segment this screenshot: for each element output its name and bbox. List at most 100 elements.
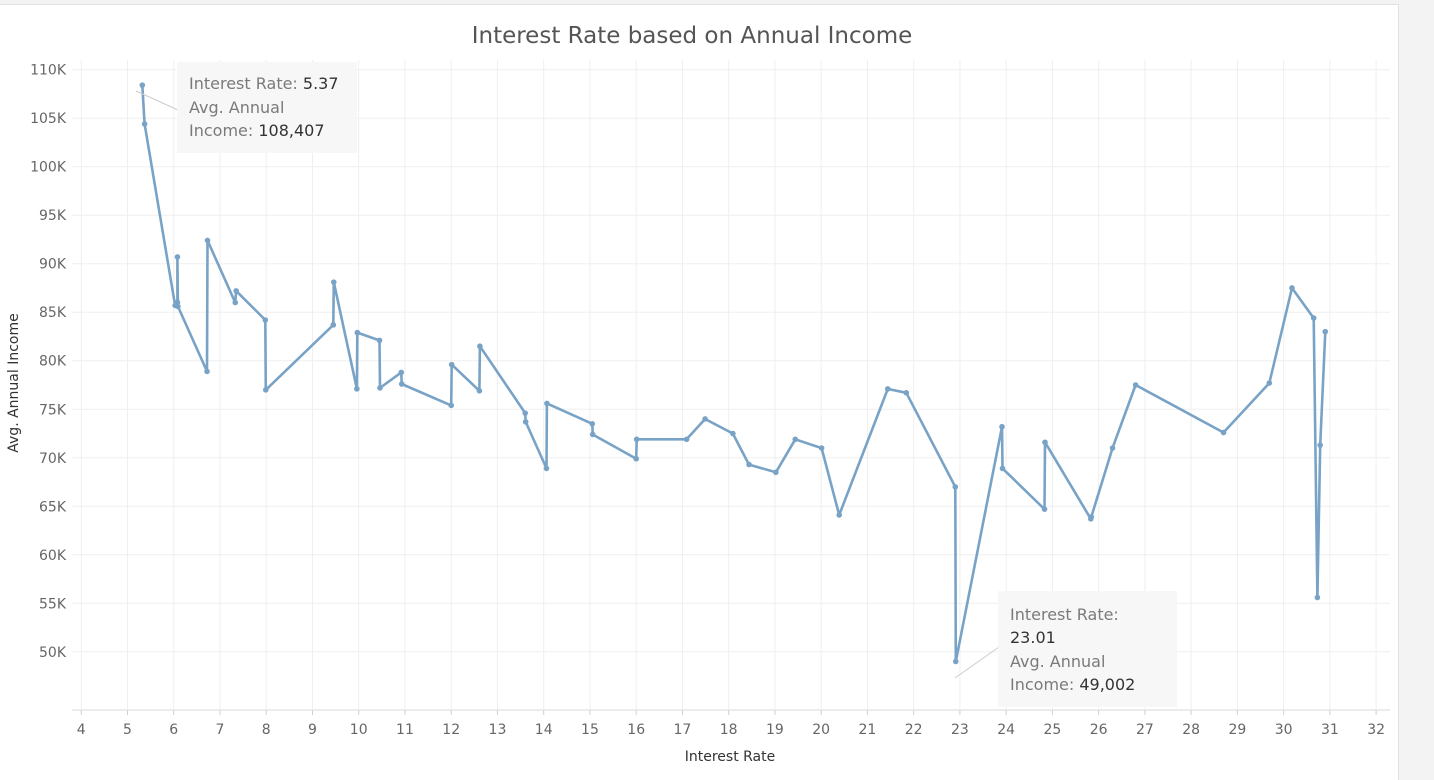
data-point[interactable] bbox=[262, 317, 269, 323]
data-point[interactable] bbox=[1289, 285, 1295, 291]
data-point[interactable] bbox=[1322, 328, 1329, 335]
data-point[interactable] bbox=[1041, 506, 1048, 512]
tooltip-key: Avg. Annual bbox=[189, 98, 284, 117]
data-point[interactable] bbox=[746, 461, 752, 468]
tooltip-min-income: Interest Rate: 23.01 Avg. Annual Income:… bbox=[954, 591, 1177, 707]
x-tick-label: 28 bbox=[1182, 722, 1200, 738]
data-point[interactable] bbox=[398, 369, 405, 376]
data-point[interactable] bbox=[792, 436, 799, 443]
x-tick-label: 11 bbox=[396, 722, 414, 738]
data-point[interactable] bbox=[1314, 594, 1321, 601]
data-point[interactable] bbox=[232, 299, 239, 306]
y-tick-label: 60K bbox=[39, 548, 67, 564]
data-point[interactable] bbox=[683, 436, 690, 443]
x-tick-label: 20 bbox=[812, 722, 830, 738]
data-point[interactable] bbox=[999, 465, 1006, 472]
tooltip-line-1: Interest Rate: 5.37 bbox=[189, 74, 339, 93]
tooltip-key: Interest Rate: bbox=[1010, 605, 1119, 624]
data-point[interactable] bbox=[702, 416, 708, 422]
data-point[interactable] bbox=[1042, 439, 1048, 446]
data-point[interactable] bbox=[1310, 315, 1317, 321]
y-tick-label: 50K bbox=[39, 645, 67, 661]
x-tick-label: 4 bbox=[77, 722, 86, 738]
y-axis-ticks: 50K 55K 60K 65K 70K 75K 80K 85K 90K 95K 100K 105K 11… bbox=[30, 63, 67, 661]
data-point[interactable] bbox=[354, 386, 360, 392]
data-point[interactable] bbox=[1132, 382, 1139, 388]
data-point[interactable] bbox=[952, 658, 959, 665]
tooltip-box bbox=[998, 591, 1177, 707]
x-tick-label: 31 bbox=[1321, 722, 1339, 738]
data-point[interactable] bbox=[903, 389, 910, 396]
data-point[interactable] bbox=[174, 254, 181, 260]
data-point[interactable] bbox=[330, 322, 337, 328]
data-point[interactable] bbox=[204, 368, 210, 375]
x-tick-label: 18 bbox=[720, 722, 738, 738]
data-point[interactable] bbox=[818, 445, 825, 451]
tooltip-leader-line bbox=[135, 90, 179, 111]
data-point[interactable] bbox=[589, 431, 596, 438]
data-point[interactable] bbox=[543, 465, 550, 472]
x-tick-label: 32 bbox=[1367, 722, 1385, 738]
x-tick-label: 8 bbox=[262, 722, 271, 738]
data-point[interactable] bbox=[522, 419, 529, 425]
data-point[interactable] bbox=[262, 387, 269, 393]
data-point[interactable] bbox=[330, 279, 337, 285]
series-line bbox=[141, 83, 1327, 663]
tooltip-line-3: Income: 108,407 bbox=[189, 121, 325, 140]
x-axis-ticks: 4 5 6 7 8 9 10 11 12 13 14 15 16 17 18 19 20 21 22 23 24 25 26… bbox=[77, 710, 1385, 738]
data-point[interactable] bbox=[477, 343, 483, 349]
x-tick-label: 30 bbox=[1275, 722, 1293, 738]
data-point[interactable] bbox=[952, 484, 959, 490]
data-point[interactable] bbox=[633, 455, 639, 462]
data-point[interactable] bbox=[1109, 445, 1116, 451]
data-point[interactable] bbox=[204, 237, 211, 244]
data-point[interactable] bbox=[141, 121, 148, 127]
chart-title: Interest Rate based on Annual Income bbox=[472, 23, 913, 49]
gridlines bbox=[72, 60, 1390, 711]
data-point[interactable] bbox=[376, 337, 383, 344]
x-axis-label: Interest Rate bbox=[685, 749, 776, 765]
x-tick-label: 7 bbox=[216, 722, 225, 738]
data-point[interactable] bbox=[139, 82, 146, 88]
x-tick-label: 17 bbox=[674, 722, 692, 738]
x-tick-label: 6 bbox=[169, 722, 178, 738]
x-tick-label: 15 bbox=[581, 722, 599, 738]
data-points[interactable] bbox=[139, 82, 1329, 665]
data-point[interactable] bbox=[476, 388, 483, 394]
data-point[interactable] bbox=[999, 423, 1005, 430]
tooltip-value: 5.37 bbox=[303, 74, 339, 93]
data-point[interactable] bbox=[544, 400, 550, 407]
data-point[interactable] bbox=[233, 288, 239, 294]
x-tick-label: 24 bbox=[997, 722, 1015, 738]
y-tick-label: 65K bbox=[39, 499, 67, 515]
x-tick-label: 23 bbox=[951, 722, 969, 738]
data-point[interactable] bbox=[589, 421, 596, 427]
y-tick-label: 110K bbox=[30, 63, 67, 79]
tooltip-value: 108,407 bbox=[258, 121, 324, 140]
x-tick-label: 13 bbox=[489, 722, 507, 738]
data-point[interactable] bbox=[1266, 380, 1273, 386]
data-point[interactable] bbox=[377, 385, 383, 391]
data-point[interactable] bbox=[448, 361, 455, 368]
data-point[interactable] bbox=[633, 436, 640, 443]
data-point[interactable] bbox=[836, 512, 843, 518]
data-point[interactable] bbox=[522, 410, 529, 416]
data-point[interactable] bbox=[354, 329, 361, 336]
data-point[interactable] bbox=[730, 430, 736, 437]
data-point[interactable] bbox=[398, 381, 405, 387]
data-point[interactable] bbox=[175, 303, 181, 310]
data-point[interactable] bbox=[884, 386, 891, 392]
data-point[interactable] bbox=[448, 402, 455, 409]
y-tick-label: 95K bbox=[39, 208, 67, 224]
tooltip-value: 23.01 bbox=[1010, 628, 1056, 647]
x-tick-label: 19 bbox=[766, 722, 784, 738]
data-point[interactable] bbox=[1317, 442, 1323, 448]
x-tick-label: 14 bbox=[535, 722, 553, 738]
x-tick-label: 29 bbox=[1228, 722, 1246, 738]
x-tick-label: 25 bbox=[1043, 722, 1061, 738]
series-polyline bbox=[141, 83, 1327, 663]
data-point[interactable] bbox=[1220, 429, 1227, 436]
data-point[interactable] bbox=[773, 469, 779, 476]
data-point[interactable] bbox=[1088, 514, 1095, 520]
